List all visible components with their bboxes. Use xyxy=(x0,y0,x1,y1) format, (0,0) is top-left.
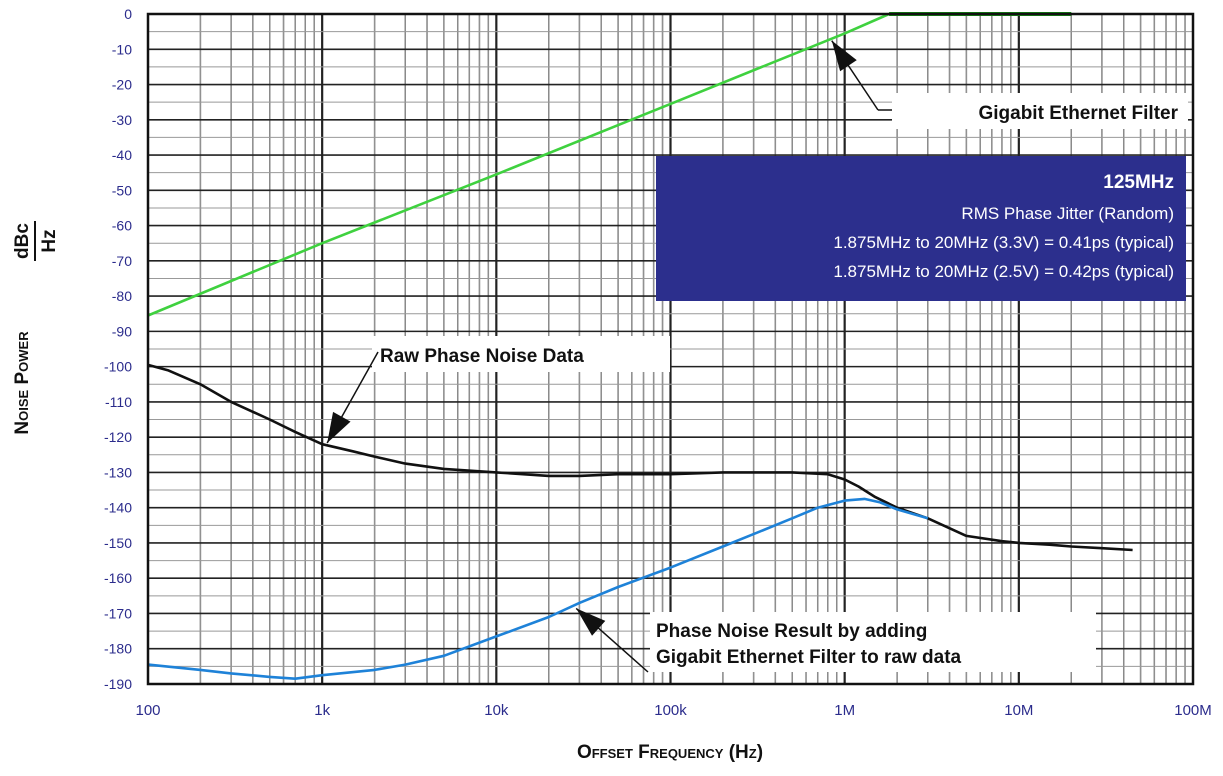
x-tick-label: 100 xyxy=(135,702,160,719)
y-tick-labels: 0 -10 -20 -30 -40 -50 -60 -70 -80 -90 -100 -110 -120… xyxy=(104,6,132,692)
filter-label: Gigabit Ethernet Filter xyxy=(978,103,1178,124)
raw-label: Raw Phase Noise Data xyxy=(380,346,584,367)
x-tick-label: 1k xyxy=(314,702,330,719)
info-box-title: 125MHz xyxy=(1103,172,1174,193)
annotations: Gigabit Ethernet Filter Raw Phase Noise D… xyxy=(326,40,1188,673)
y-tick-label: -70 xyxy=(112,253,132,269)
result-label-arrowhead xyxy=(576,608,606,636)
info-box-line: 1.875MHz to 20MHz (3.3V) = 0.41ps (typic… xyxy=(833,233,1174,252)
x-axis-title: Offset Frequency (Hz) xyxy=(577,742,763,763)
x-tick-label: 10k xyxy=(484,702,509,719)
result-label-line: Gigabit Ethernet Filter to raw data xyxy=(656,647,962,668)
info-box: 125MHz RMS Phase Jitter (Random) 1.875MHz … xyxy=(656,156,1186,301)
y-tick-label: 0 xyxy=(124,6,132,22)
raw-label-arrowhead xyxy=(327,411,351,443)
y-tick-label: -90 xyxy=(112,323,132,339)
y-tick-label: -130 xyxy=(104,464,132,480)
series-raw-line xyxy=(147,363,1133,552)
y-axis-title: Noise Power dBc Hz xyxy=(12,221,60,435)
y-tick-label: -160 xyxy=(104,570,132,586)
result-label-line: Phase Noise Result by adding xyxy=(656,621,927,642)
y-tick-label: -100 xyxy=(104,359,132,375)
info-box-bg xyxy=(656,156,1186,301)
plot-frame xyxy=(146,12,1195,686)
y-axis-unit-denominator: Hz xyxy=(39,229,60,252)
series-result-line xyxy=(147,497,929,680)
y-tick-label: -30 xyxy=(112,112,132,128)
y-tick-label: -120 xyxy=(104,429,132,445)
y-tick-label: -80 xyxy=(112,288,132,304)
y-tick-label: -10 xyxy=(112,41,132,57)
y-tick-label: -50 xyxy=(112,182,132,198)
x-tick-labels: 100 1k 10k 100k 1M 10M 100M xyxy=(135,702,1211,719)
y-tick-label: -140 xyxy=(104,500,132,516)
x-tick-label: 10M xyxy=(1004,702,1033,719)
series-filter-line xyxy=(147,12,890,317)
y-tick-label: -190 xyxy=(104,676,132,692)
filter-label-box xyxy=(892,93,1188,129)
x-tick-label: 1M xyxy=(834,702,855,719)
y-axis-unit-numerator: dBc xyxy=(12,223,33,259)
y-tick-label: -40 xyxy=(112,147,132,163)
filter-label-arrowhead xyxy=(831,40,857,72)
y-axis-title-prefix: Noise Power xyxy=(12,331,33,435)
y-tick-label: -110 xyxy=(105,394,132,410)
axis-titles: Offset Frequency (Hz) Noise Power dBc Hz xyxy=(12,221,763,763)
y-tick-label: -170 xyxy=(104,605,132,621)
info-box-line: 1.875MHz to 20MHz (2.5V) = 0.42ps (typic… xyxy=(833,262,1174,281)
y-tick-label: -150 xyxy=(104,535,132,551)
x-tick-label: 100k xyxy=(654,702,687,719)
x-tick-label: 100M xyxy=(1174,702,1212,719)
result-label-box xyxy=(650,612,1096,672)
y-tick-label: -20 xyxy=(112,77,132,93)
y-tick-label: -60 xyxy=(112,218,132,234)
raw-label-box xyxy=(372,336,670,372)
info-box-line: RMS Phase Jitter (Random) xyxy=(961,204,1174,223)
y-tick-label: -180 xyxy=(104,641,132,657)
